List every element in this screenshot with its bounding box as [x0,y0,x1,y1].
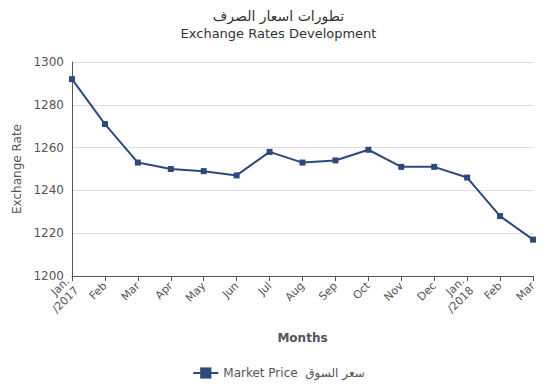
svg-text:/2017: /2017 [50,284,82,316]
svg-text:Jan.: Jan. [48,274,72,299]
svg-text:Exchange Rate: Exchange Rate [10,124,24,214]
svg-text:1260: 1260 [33,141,64,155]
svg-text:Jul: Jul [255,279,274,298]
svg-text:1300: 1300 [33,55,64,69]
svg-text:Months: Months [277,331,327,345]
svg-text:Dec: Dec [415,279,439,303]
svg-text:تطورات اسعار الصرف: تطورات اسعار الصرف [213,8,344,25]
svg-text:/2018: /2018 [445,284,477,316]
svg-text:Jun: Jun [219,279,241,301]
svg-text:May: May [183,279,209,305]
svg-text:1280: 1280 [33,98,64,112]
svg-text:Feb: Feb [87,279,110,302]
svg-text:Apr: Apr [153,279,176,302]
svg-text:Exchange Rates Development: Exchange Rates Development [181,26,377,41]
svg-text:Nov: Nov [382,279,407,304]
svg-text:Sep: Sep [316,279,340,303]
svg-text:Oct: Oct [350,279,373,302]
svg-text:Market Price سعر السوق: Market Price سعر السوق [223,366,364,381]
svg-text:Mar: Mar [119,279,143,303]
svg-text:Aug: Aug [283,279,307,303]
svg-text:Mar: Mar [514,279,538,303]
svg-text:1240: 1240 [33,183,64,197]
svg-text:Jan.: Jan. [443,274,468,299]
svg-text:Feb: Feb [482,279,505,302]
svg-text:1200: 1200 [33,269,64,283]
svg-text:1220: 1220 [33,226,64,240]
